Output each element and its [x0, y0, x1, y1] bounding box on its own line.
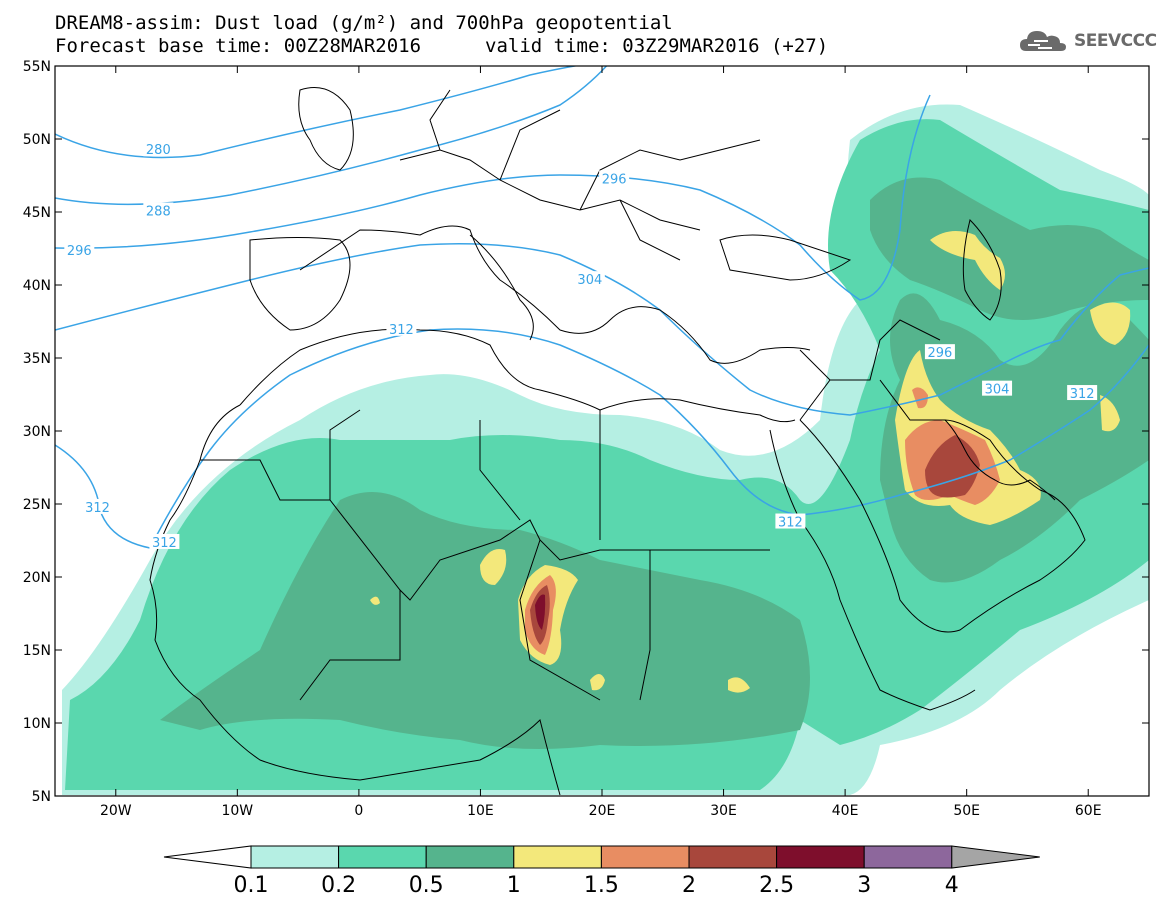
lat-tick-label: 10N	[23, 716, 51, 732]
colorbar-swatch	[863, 845, 953, 869]
contour-label: 288	[146, 205, 171, 220]
lon-tick-label: 10E	[467, 803, 494, 819]
dust-load-field	[55, 66, 1149, 796]
lat-tick-label: 25N	[23, 497, 51, 513]
coastline-north-africa	[239, 328, 796, 423]
contour-label-bg	[149, 533, 180, 549]
coastline-gulf	[944, 419, 1056, 501]
coastline-iberia	[249, 237, 351, 331]
contour-label-bg	[143, 141, 174, 157]
contour-label: 312	[1070, 387, 1095, 402]
country-borders	[149, 87, 1086, 796]
country-borders-europe	[399, 89, 761, 261]
valid-time: valid time: 03Z29MAR2016 (+27)	[485, 35, 829, 57]
colorbar-swatch	[776, 845, 865, 869]
lon-tick-label: 40E	[832, 803, 859, 819]
lat-tick-label: 20N	[23, 570, 51, 586]
geopotential-line	[55, 243, 1149, 416]
coastline-west-africa	[149, 404, 561, 796]
contour-label-bg	[143, 202, 174, 218]
colorbar-label: 0.1	[234, 873, 269, 898]
colorbar-label: 1.5	[584, 873, 619, 898]
contour-label: 296	[928, 346, 953, 361]
colorbar-below-triangle	[163, 845, 252, 869]
lon-tick-label: 50E	[953, 803, 980, 819]
contour-label: 312	[778, 516, 803, 531]
colorbar-swatch	[250, 845, 340, 869]
colorbar-swatch	[688, 845, 778, 869]
lat-tick-label: 30N	[23, 424, 51, 440]
lon-tick-label: 20E	[589, 803, 616, 819]
dust-level-0-5	[160, 177, 1149, 749]
colorbar-label: 1	[507, 873, 521, 898]
contour-label-bg	[64, 241, 95, 257]
contour-label-bg	[599, 170, 630, 186]
axis-tick-labels: 20W 10W 0 10E 20E 30E 40E 50E 60E 55N 50N 45N 40N 35N…	[23, 59, 1102, 819]
colorbar-swatch	[338, 845, 427, 869]
coastline-red-sea	[769, 429, 976, 711]
lat-tick-label: 45N	[23, 205, 51, 221]
contour-label-bg	[574, 271, 605, 287]
lon-tick-label: 20W	[100, 803, 132, 819]
contour-label: 304	[577, 273, 602, 288]
geopotential-line	[55, 94, 931, 301]
colorbar-label: 4	[945, 873, 959, 898]
contour-label: 296	[602, 172, 627, 187]
cloud-icon	[1020, 31, 1066, 51]
country-borders-africa	[200, 409, 770, 701]
contour-label: 296	[67, 244, 92, 259]
coastline-italy	[469, 234, 534, 341]
colorbar-swatch	[513, 845, 602, 869]
contour-label-bg	[982, 380, 1013, 396]
contour-label: 312	[389, 323, 414, 338]
colorbar-above-triangle	[951, 845, 1040, 869]
lon-tick-label: 30E	[710, 803, 737, 819]
contour-label-bg	[1067, 385, 1098, 401]
lon-tick-label: 0	[354, 803, 363, 819]
colorbar-swatch	[600, 845, 690, 869]
forecast-time-line: Forecast base time: 00Z28MAR2016 valid ti…	[55, 35, 828, 57]
logo-text: SEEVCCC	[1074, 31, 1157, 51]
lat-tick-label: 15N	[23, 643, 51, 659]
colorbar-label: 2	[682, 873, 696, 898]
lon-tick-label: 60E	[1075, 803, 1102, 819]
axis-ticks	[55, 65, 1149, 797]
geopotential-line	[55, 328, 1149, 549]
contour-label-bg	[386, 320, 417, 336]
colorbar-swatch	[425, 845, 515, 869]
lat-tick-label: 40N	[23, 278, 51, 294]
lat-tick-label: 55N	[23, 59, 51, 75]
lat-tick-label: 50N	[23, 132, 51, 148]
lat-tick-label: 35N	[23, 351, 51, 367]
geopotential-line	[55, 66, 579, 159]
contour-label: 304	[985, 383, 1010, 398]
forecast-base-time: Forecast base time: 00Z28MAR2016	[55, 35, 422, 57]
contour-label-bg	[775, 513, 806, 529]
contour-label: 280	[146, 143, 171, 158]
map-title: DREAM8-assim: Dust load (g/m²) and 700hP…	[55, 12, 673, 34]
lon-tick-label: 10W	[221, 803, 253, 819]
coastline-europe	[299, 225, 811, 364]
seevccc-logo: SEEVCCC	[1018, 26, 1158, 56]
colorbar-label: 3	[857, 873, 871, 898]
contour-label: 312	[152, 536, 177, 551]
country-borders-middle-east	[799, 319, 945, 421]
contour-label: 312	[85, 501, 110, 516]
lat-tick-label: 5N	[32, 789, 51, 805]
coastline-black-sea	[719, 234, 852, 281]
coastline-british-isles	[298, 87, 354, 171]
colorbar-label: 0.2	[321, 873, 356, 898]
colorbar: 0.1 0.2 0.5 1 1.5 2 2.5 3 4	[163, 845, 1040, 898]
dust-level-2-5	[535, 594, 546, 630]
contour-labels: 280 288 296 296 304 312 312 312 312 296 304 312	[64, 141, 1098, 551]
contour-label-bg	[82, 498, 113, 514]
contour-label-bg	[924, 344, 955, 360]
coastline-caspian	[962, 219, 1002, 321]
colorbar-label: 0.5	[409, 873, 444, 898]
colorbar-label: 2.5	[759, 873, 794, 898]
coastline-arabia	[799, 419, 1086, 633]
